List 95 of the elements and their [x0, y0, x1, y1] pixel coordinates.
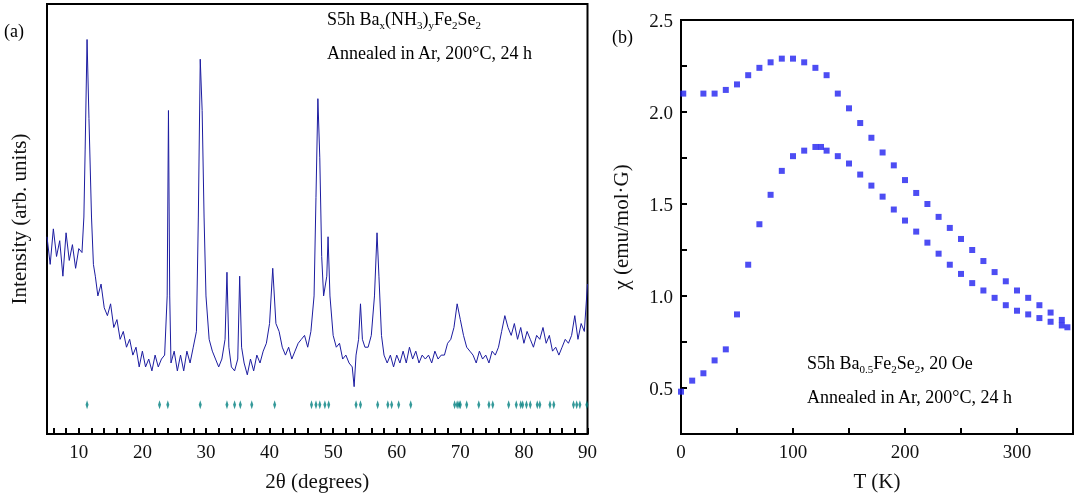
- point: [834, 153, 841, 160]
- point: [913, 189, 920, 196]
- point: [879, 193, 886, 200]
- point: [711, 90, 718, 97]
- point: [1064, 324, 1071, 331]
- point: [1036, 315, 1043, 322]
- point: [991, 294, 998, 301]
- point: [812, 64, 819, 71]
- point: [958, 270, 964, 277]
- y-tick-label: 1.0: [649, 285, 673, 307]
- point: [946, 261, 953, 268]
- point: [1025, 294, 1032, 301]
- point: [700, 90, 707, 97]
- point: [857, 120, 864, 127]
- x-tick-label: 10: [69, 441, 89, 462]
- point: [678, 388, 684, 395]
- point: [745, 261, 752, 268]
- point: [846, 105, 852, 112]
- point: [846, 160, 852, 167]
- point: [767, 191, 774, 198]
- point: [790, 153, 796, 160]
- point: [1047, 318, 1054, 325]
- point: [902, 217, 908, 224]
- point: [767, 59, 774, 66]
- point: [857, 171, 864, 178]
- point: [700, 370, 707, 377]
- x-tick-label: 40: [260, 441, 280, 462]
- point: [745, 72, 752, 79]
- point: [890, 162, 897, 169]
- point: [756, 64, 763, 71]
- point: [958, 235, 964, 242]
- point: [980, 287, 987, 294]
- point: [823, 147, 830, 154]
- y-axis-title: χ (emu/mol·G): [608, 164, 633, 291]
- y-axis-title: Intensity (arb. units): [6, 133, 31, 305]
- point: [1014, 307, 1020, 314]
- point: [1014, 287, 1020, 294]
- point: [1047, 309, 1054, 316]
- point: [834, 90, 841, 97]
- point: [969, 247, 976, 253]
- x-tick-label: 80: [514, 441, 534, 462]
- y-tick-label: 2.0: [649, 101, 673, 123]
- x-tick-label: 70: [450, 441, 470, 462]
- point: [991, 269, 998, 276]
- x-tick-label: 60: [387, 441, 407, 462]
- annotation: Annealed in Ar, 200°C, 24 h: [807, 387, 1012, 407]
- point: [890, 206, 897, 213]
- x-tick-label: 0: [676, 441, 686, 462]
- x-tick-label: 200: [890, 441, 920, 462]
- point: [935, 250, 942, 257]
- y-tick-label: 0.5: [649, 377, 673, 399]
- point: [1036, 302, 1043, 309]
- x-axis-title: T (K): [853, 468, 901, 493]
- point: [868, 182, 875, 189]
- point: [680, 90, 687, 97]
- point: [801, 59, 808, 66]
- point: [734, 311, 740, 318]
- point: [868, 134, 875, 141]
- point: [722, 86, 729, 93]
- y-tick-label: 1.5: [649, 193, 673, 215]
- point: [924, 201, 931, 207]
- point: [902, 177, 908, 184]
- point: [756, 221, 763, 228]
- point: [969, 280, 976, 287]
- point: [1002, 302, 1009, 309]
- point: [778, 55, 785, 62]
- point: [722, 346, 729, 353]
- text: (b): [612, 27, 633, 48]
- point: [734, 81, 740, 88]
- x-axis-title: 2θ (degrees): [265, 468, 370, 493]
- point: [980, 258, 987, 265]
- x-tick-label: 50: [323, 441, 343, 462]
- point: [823, 72, 830, 79]
- point: [689, 377, 696, 384]
- point: [913, 228, 920, 235]
- x-tick-label: 90: [578, 441, 597, 462]
- text: (a): [4, 21, 24, 42]
- y-tick-label: 2.5: [649, 9, 673, 31]
- point: [790, 55, 796, 62]
- x-tick-label: 20: [132, 441, 152, 462]
- point: [946, 224, 953, 231]
- point: [924, 239, 931, 246]
- point: [812, 143, 819, 150]
- point: [935, 213, 942, 220]
- x-tick-label: 300: [1002, 441, 1032, 462]
- point: [818, 143, 824, 150]
- point: [801, 147, 808, 154]
- annotation: Annealed in Ar, 200°C, 24 h: [327, 43, 532, 63]
- x-tick-label: 100: [778, 441, 808, 462]
- point: [879, 149, 886, 156]
- x-tick-label: 30: [196, 441, 216, 462]
- point: [778, 167, 785, 174]
- point: [1025, 311, 1032, 318]
- point: [1002, 278, 1009, 285]
- point: [711, 357, 718, 364]
